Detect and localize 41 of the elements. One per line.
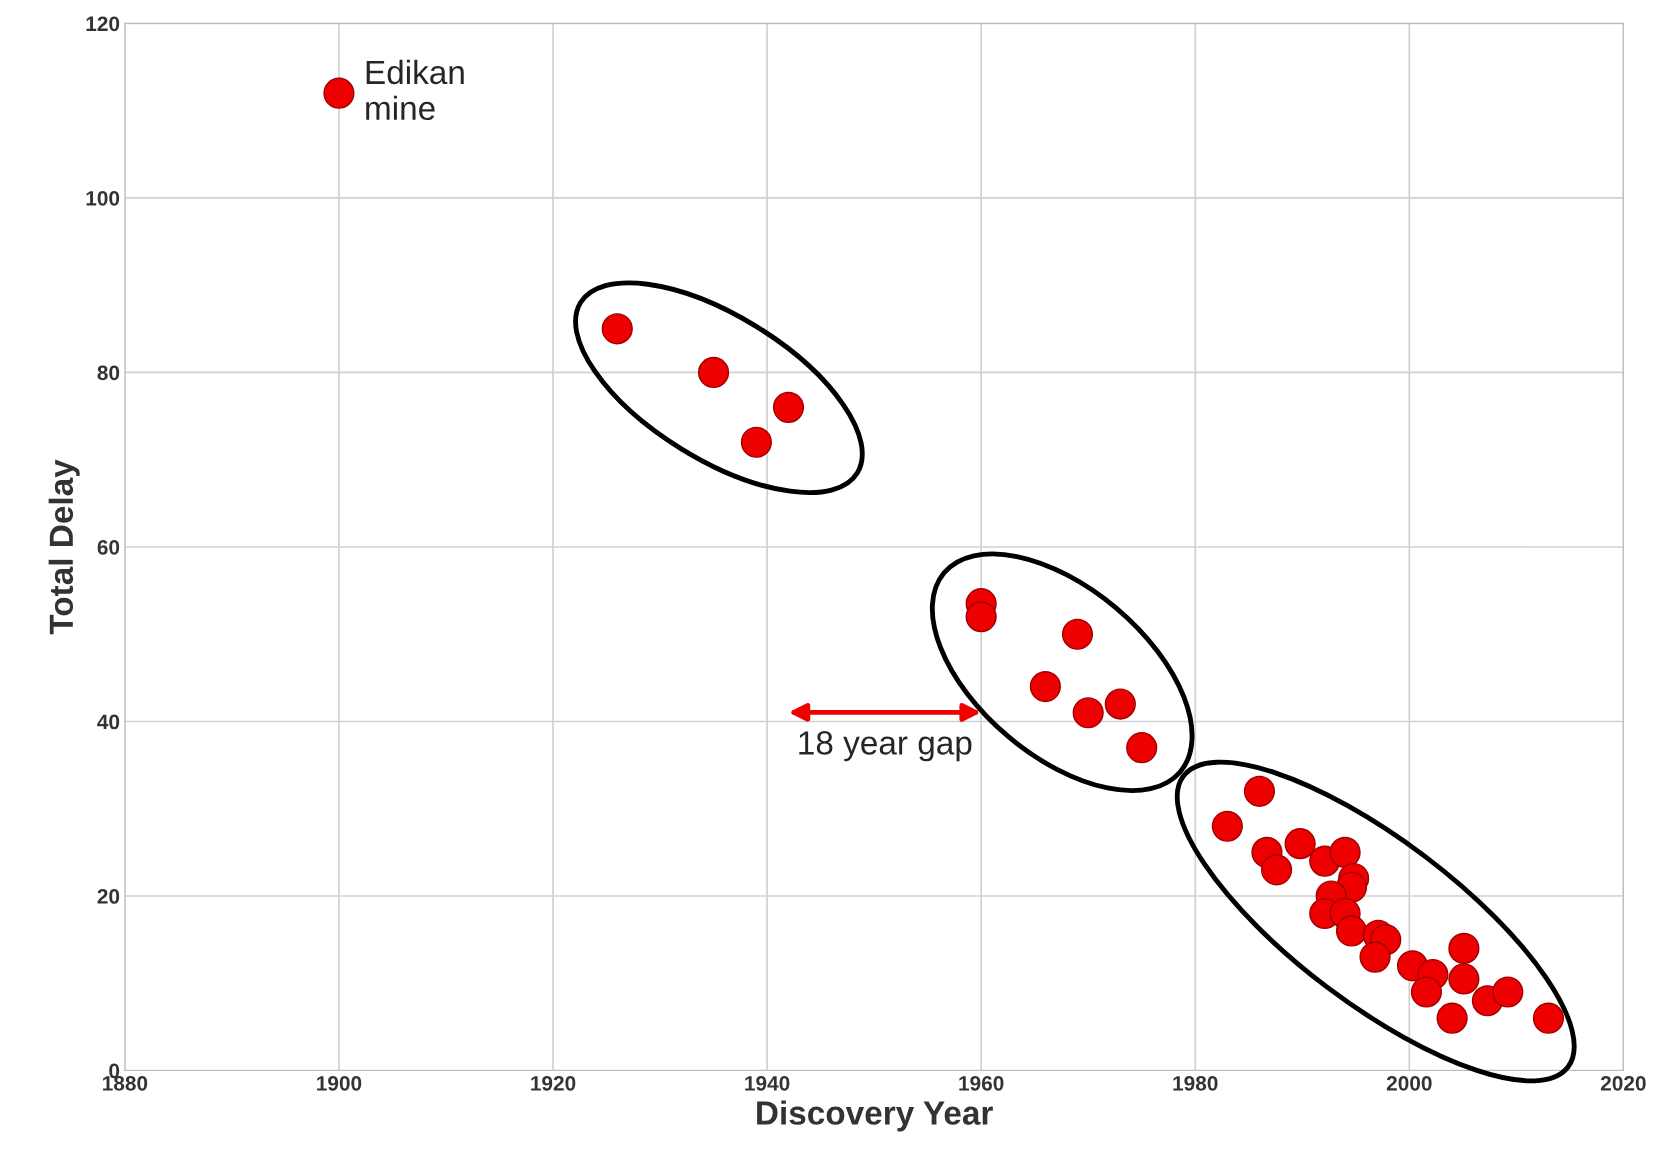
point <box>1492 976 1524 1008</box>
y-tick-label: 20 <box>97 889 120 904</box>
x-tick-label: 1940 <box>745 1075 790 1091</box>
point <box>1448 963 1480 995</box>
point <box>697 356 730 389</box>
y-tick-label: 40 <box>97 714 120 730</box>
point <box>1329 836 1361 868</box>
point <box>1284 828 1316 860</box>
point <box>1260 854 1293 886</box>
y-tick-label: 100 <box>86 190 120 206</box>
x-tick-label: 2000 <box>1386 1075 1432 1091</box>
point <box>323 77 355 109</box>
x-tick-label: 1920 <box>531 1075 576 1091</box>
point <box>601 313 633 345</box>
point <box>1448 932 1480 964</box>
x-tick-label: 1960 <box>959 1075 1004 1091</box>
x-tick-label: 1980 <box>1173 1075 1218 1091</box>
point <box>1061 618 1094 650</box>
point <box>1436 1002 1468 1034</box>
y-tick-label: 80 <box>97 365 120 381</box>
point <box>1410 976 1443 1008</box>
y-axis-title: Total Delay <box>48 459 80 635</box>
point <box>1243 775 1276 807</box>
x-tick-label: 2020 <box>1600 1075 1646 1091</box>
point <box>1126 732 1158 764</box>
point <box>1532 1002 1565 1034</box>
annotation: 18 year gap <box>799 731 972 762</box>
point <box>1335 915 1368 947</box>
point <box>772 391 805 423</box>
point <box>740 426 772 458</box>
point <box>1072 697 1104 729</box>
y-tick-label: 120 <box>86 16 120 32</box>
point <box>1104 688 1136 720</box>
x-tick-label: 1900 <box>317 1075 362 1091</box>
x-axis-title: Discovery Year <box>757 1100 993 1132</box>
point <box>1359 941 1391 973</box>
y-tick-label: 60 <box>97 539 120 555</box>
point <box>1029 671 1061 703</box>
point <box>965 601 997 633</box>
annotation: Edikan mine <box>366 59 464 121</box>
point <box>1211 810 1243 842</box>
